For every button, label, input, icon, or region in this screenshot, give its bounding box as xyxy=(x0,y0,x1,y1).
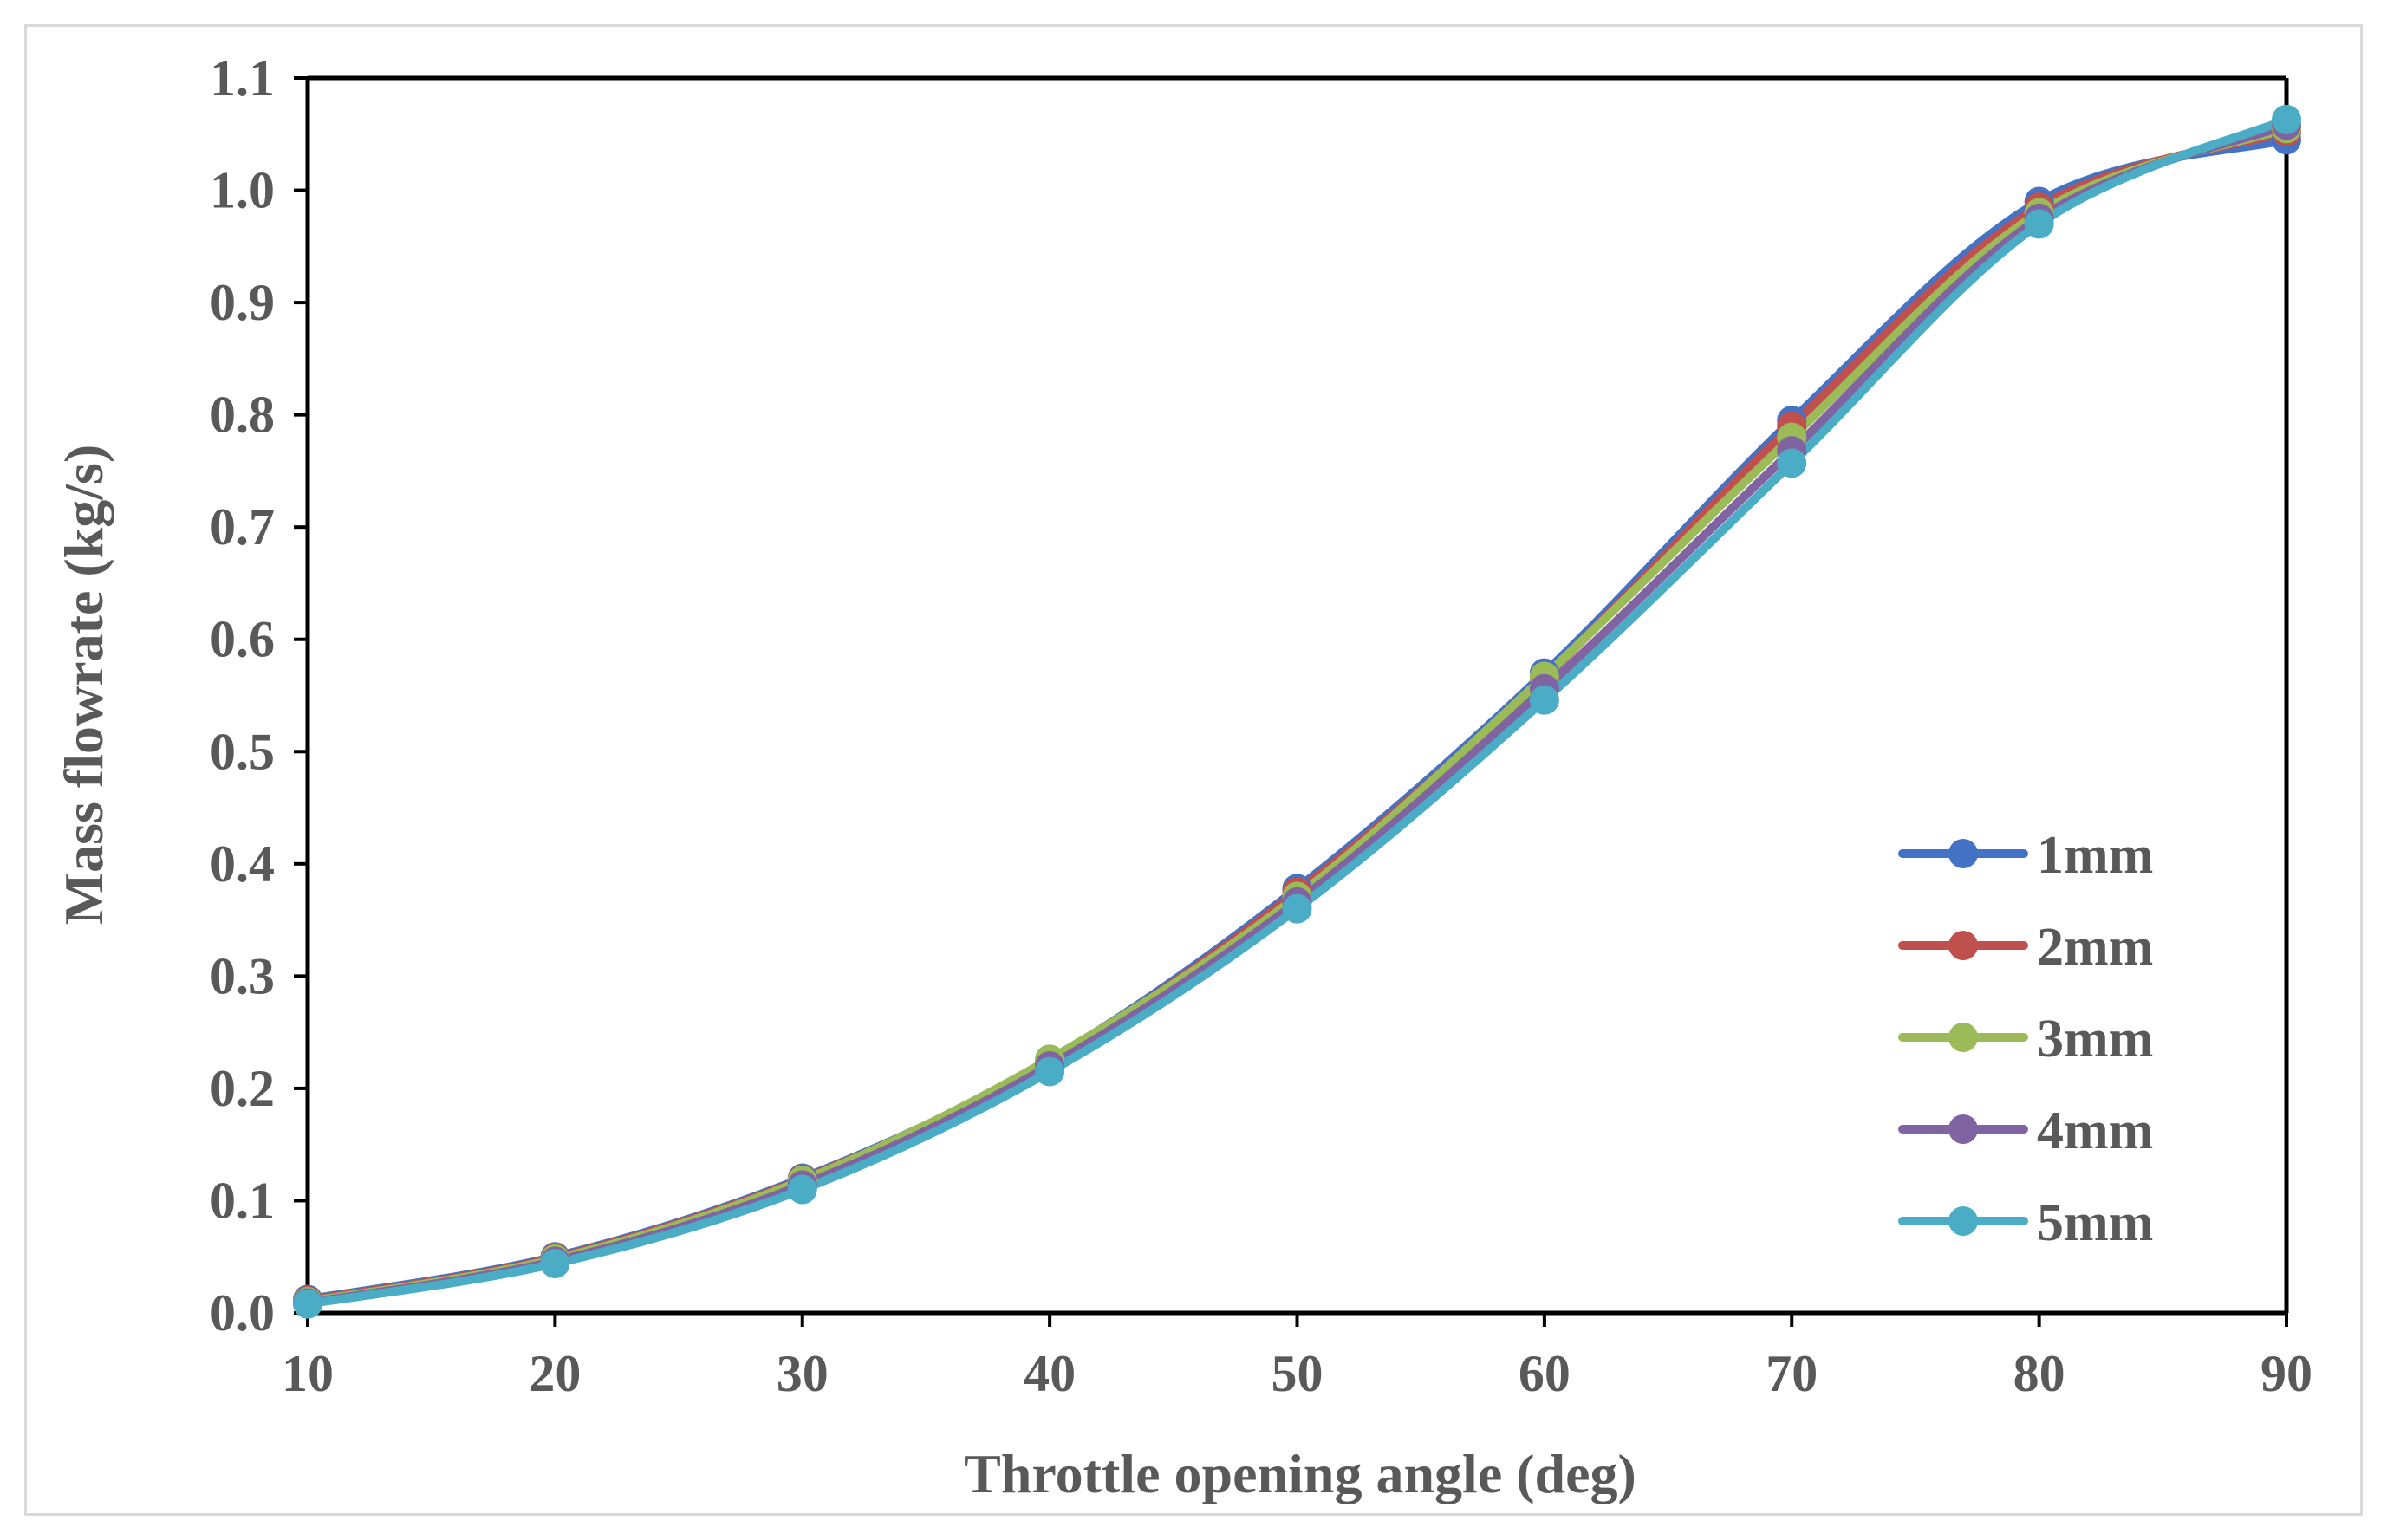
legend-marker-4mm xyxy=(1948,1114,1978,1144)
x-tick-label: 50 xyxy=(1272,1345,1324,1402)
y-axis-title: Mass flowrate (kg/s) xyxy=(53,445,114,926)
legend-label-4mm: 4mm xyxy=(2037,1101,2153,1160)
y-tick-label: 0.8 xyxy=(210,387,275,444)
data-point-5mm xyxy=(293,1289,322,1319)
data-point-5mm xyxy=(1282,893,1312,924)
y-tick-label: 0.5 xyxy=(210,723,275,780)
data-point-5mm xyxy=(2024,209,2054,239)
x-tick-label: 30 xyxy=(777,1345,829,1402)
legend-label-1mm: 1mm xyxy=(2037,826,2153,885)
x-tick-label: 20 xyxy=(529,1345,581,1402)
legend-marker-3mm xyxy=(1948,1023,1978,1052)
legend-marker-2mm xyxy=(1948,931,1978,960)
legend-label-2mm: 2mm xyxy=(2037,918,2153,977)
x-tick-label: 80 xyxy=(2013,1345,2065,1402)
x-tick-label: 70 xyxy=(1766,1345,1818,1402)
legend-marker-5mm xyxy=(1948,1206,1978,1236)
legend: 1mm 2mm 3mm 4mm 5mm xyxy=(1898,826,2153,1252)
legend-marker-1mm xyxy=(1948,839,1978,868)
data-point-5mm xyxy=(1529,685,1559,715)
series-line-5mm xyxy=(303,114,2291,1309)
data-point-5mm xyxy=(1035,1056,1065,1087)
x-axis-title: Throttle opening angle (deg) xyxy=(964,1443,1636,1504)
legend-label-3mm: 3mm xyxy=(2037,1010,2153,1069)
y-tick-label: 0.0 xyxy=(210,1284,275,1342)
y-tick-label: 1.1 xyxy=(210,49,275,107)
y-tick-label: 0.3 xyxy=(210,947,275,1004)
x-tick-label: 10 xyxy=(282,1345,334,1402)
data-point-5mm xyxy=(787,1174,817,1205)
x-tick-label: 90 xyxy=(2260,1345,2312,1402)
x-tick-label: 60 xyxy=(1519,1345,1571,1402)
y-tick-label: 0.7 xyxy=(210,498,275,556)
series-group xyxy=(293,104,2301,1319)
data-point-5mm xyxy=(540,1249,570,1278)
data-point-5mm xyxy=(1777,448,1807,478)
y-tick-label: 0.2 xyxy=(210,1060,275,1117)
axes: 0.0 0.1 0.2 0.3 0.4 0.5 0.6 0.7 0.8 0.9 1.0 1.1 10 20… xyxy=(210,49,2312,1402)
data-point-5mm xyxy=(2272,104,2301,134)
y-tick-label: 0.1 xyxy=(210,1172,275,1229)
legend-label-5mm: 5mm xyxy=(2037,1193,2153,1252)
y-tick-label: 0.9 xyxy=(210,274,275,331)
x-tick-label: 40 xyxy=(1024,1345,1076,1402)
y-tick-label: 0.4 xyxy=(210,835,275,893)
y-tick-label: 0.6 xyxy=(210,611,275,668)
y-tick-label: 1.0 xyxy=(210,162,275,219)
